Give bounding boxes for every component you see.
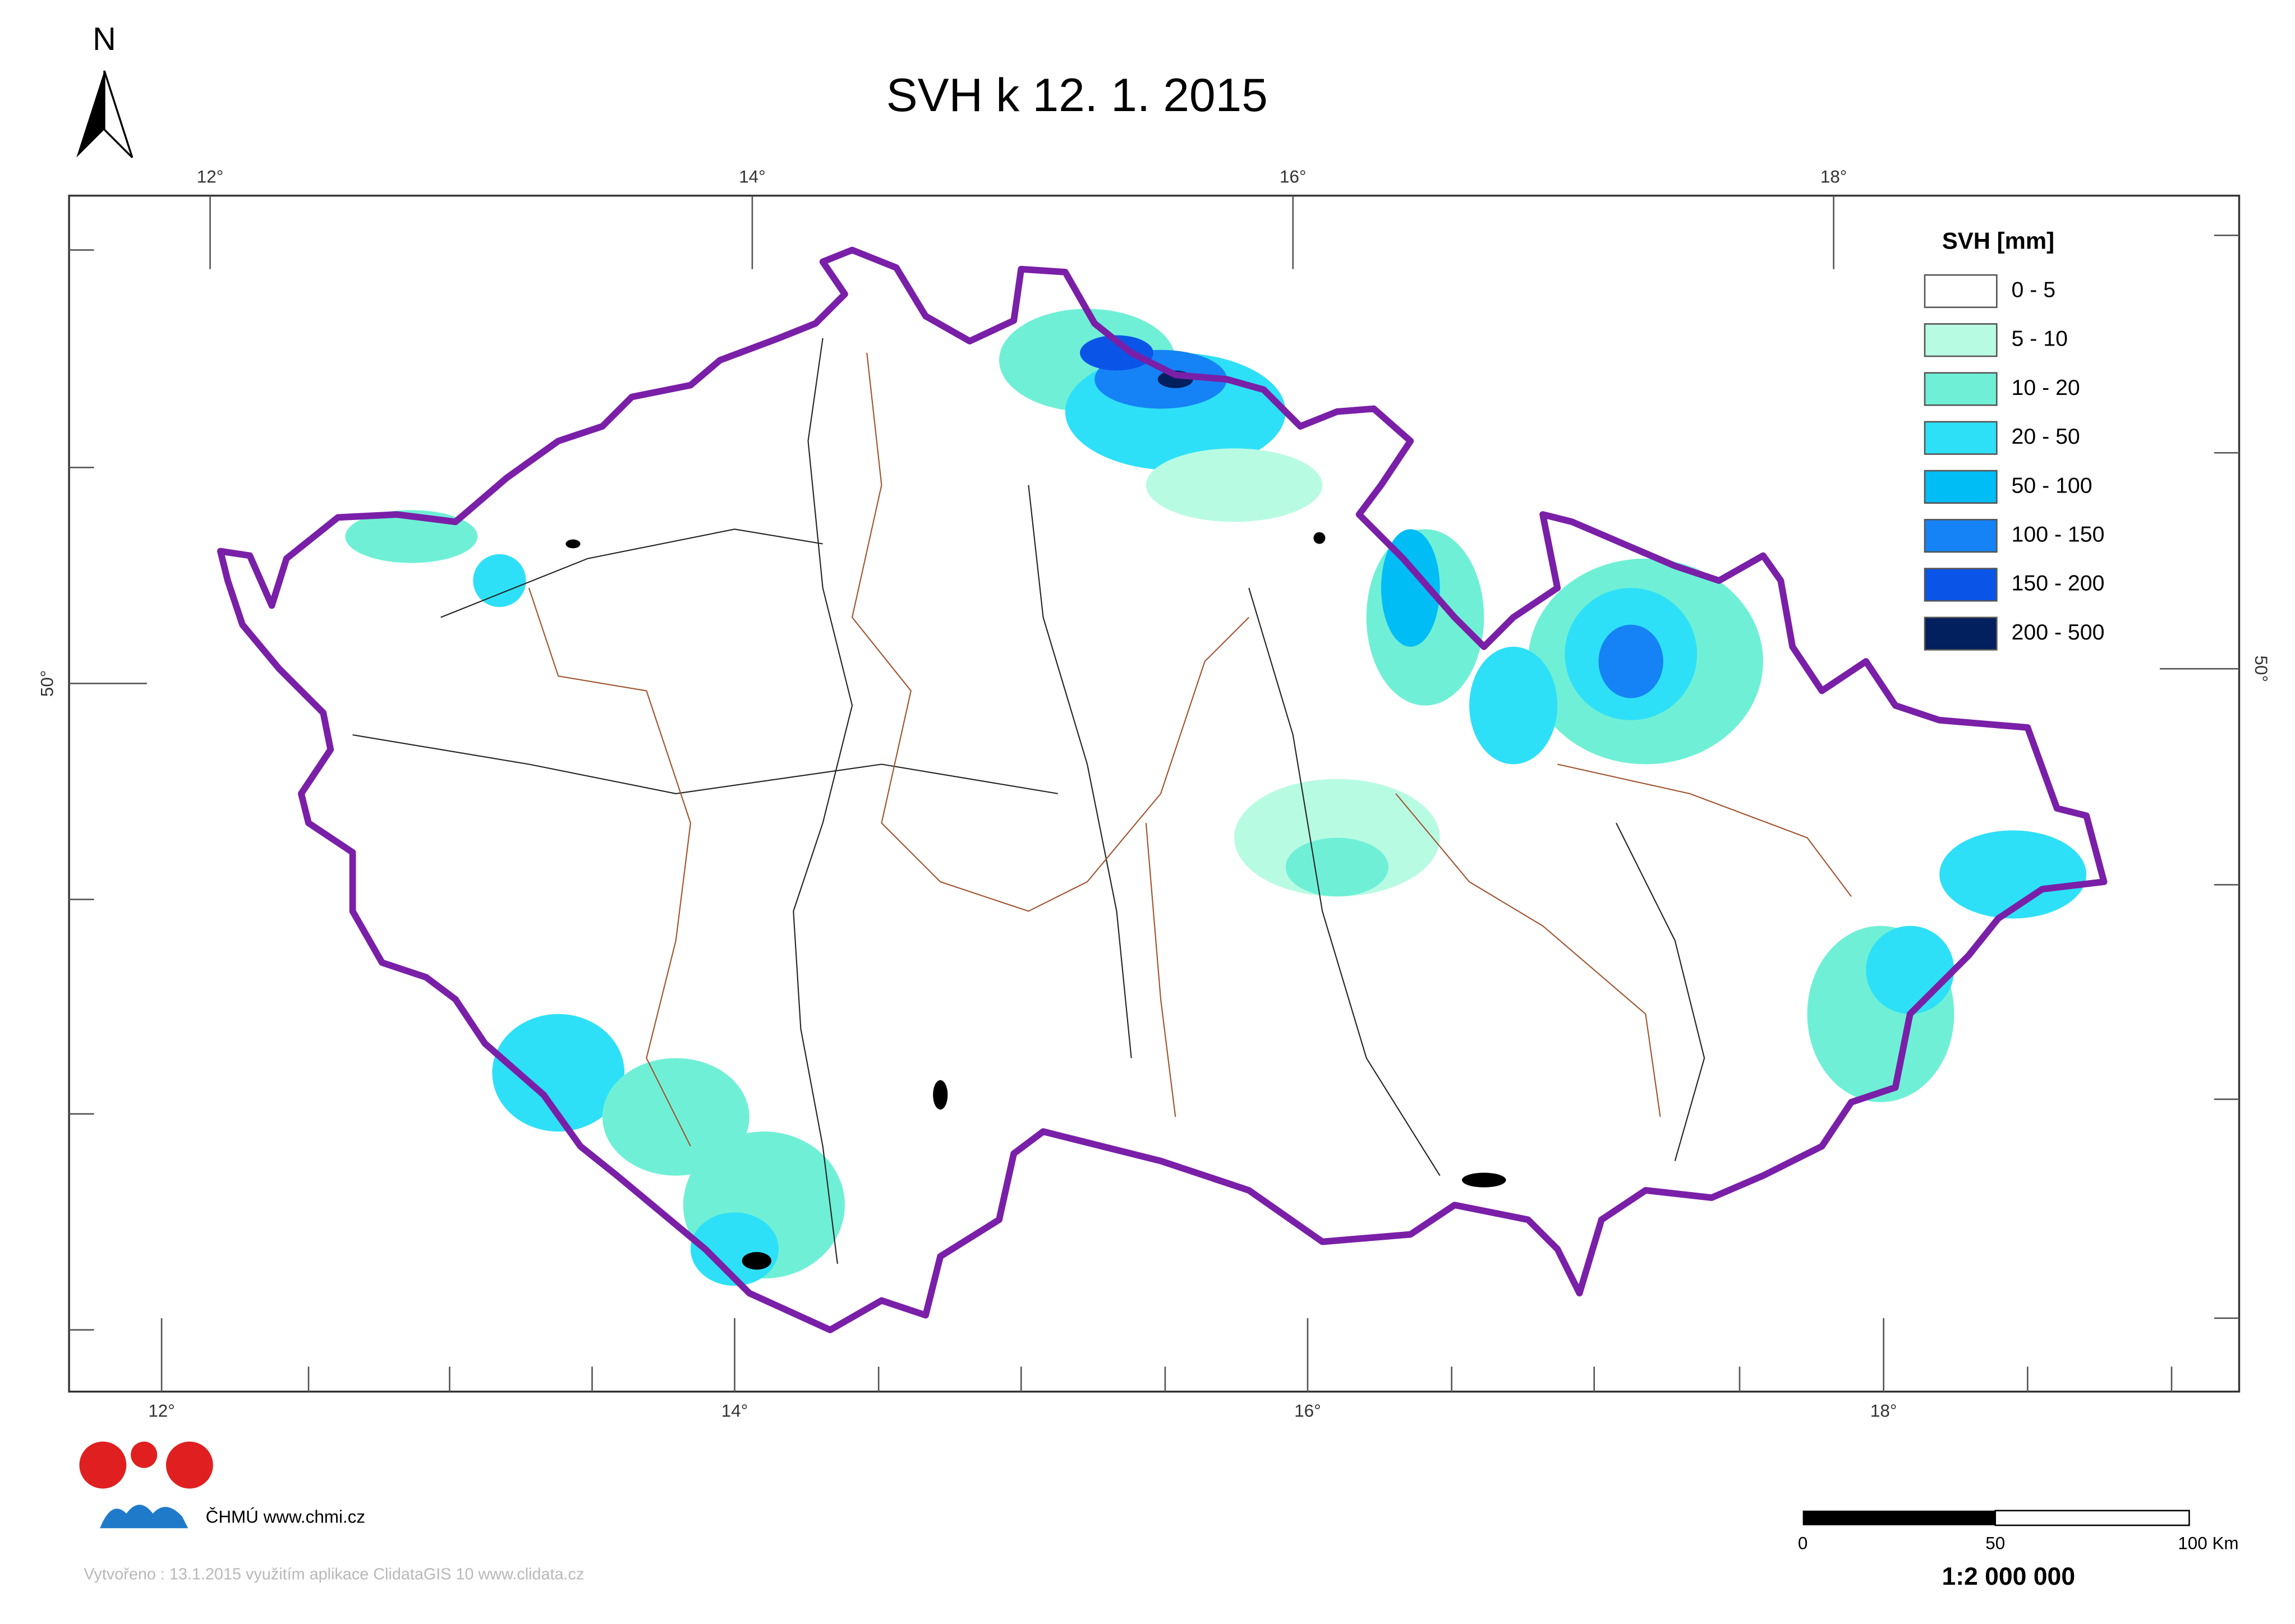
legend-label: 5 - 10 xyxy=(2012,326,2068,351)
scale-segment xyxy=(1994,1510,2190,1526)
legend-label: 50 - 100 xyxy=(2012,473,2092,498)
region-boundary xyxy=(1145,823,1176,1117)
legend-label: 20 - 50 xyxy=(2012,424,2080,449)
graticule-label: 14° xyxy=(739,167,766,187)
snow-patch xyxy=(1146,448,1323,522)
map-title: SVH k 12. 1. 2015 xyxy=(886,68,1268,121)
logo-circle xyxy=(165,1441,213,1489)
legend-swatch xyxy=(1924,274,1998,309)
legend-swatch xyxy=(1924,518,1998,553)
reservoirs xyxy=(565,532,1506,1270)
snow-patch xyxy=(1866,926,1954,1014)
snow-patch xyxy=(1939,830,2087,919)
scale-label: 100 Km xyxy=(2178,1533,2238,1553)
reservoir xyxy=(1461,1172,1506,1188)
legend-label: 0 - 5 xyxy=(2012,277,2056,302)
river xyxy=(440,528,823,618)
snow-patch xyxy=(1598,624,1663,698)
snow-patch xyxy=(492,1014,625,1132)
graticule-label: 12° xyxy=(148,1401,175,1421)
scale-bar: 0 50 100 Km 1:2 000 000 xyxy=(1798,1510,2239,1590)
graticule-label: 16° xyxy=(1280,167,1307,187)
scale-label: 50 xyxy=(1985,1533,2005,1553)
legend: SVH [mm] 0 - 5 5 - 10 10 - 20 20 - 50 50 - 1… xyxy=(1924,228,2105,651)
graticule-label: 16° xyxy=(1294,1401,1321,1421)
river xyxy=(352,734,1058,794)
reservoir xyxy=(565,539,581,549)
scale-label: 0 xyxy=(1798,1533,1808,1553)
region-boundary xyxy=(528,587,692,1147)
graticule-label: 50° xyxy=(38,670,57,697)
legend-label: 10 - 20 xyxy=(2012,375,2080,400)
river xyxy=(793,338,853,1264)
snow-patch xyxy=(1469,646,1558,765)
legend-swatch xyxy=(1924,323,1998,357)
north-label: N xyxy=(93,21,116,57)
legend-label: 150 - 200 xyxy=(2012,571,2105,596)
graticule-ticks xyxy=(69,195,2239,1392)
legend-title: SVH [mm] xyxy=(1942,228,2054,254)
reservoir xyxy=(742,1252,772,1270)
north-arrow: N xyxy=(76,21,134,158)
chmu-logo: ČHMÚ www.chmi.cz xyxy=(79,1441,365,1529)
legend-swatch xyxy=(1924,421,1998,455)
river xyxy=(1248,587,1441,1176)
graticule-label: 18° xyxy=(1820,167,1847,187)
legend-label: 100 - 150 xyxy=(2012,522,2105,546)
north-arrow-left xyxy=(76,71,104,158)
snow-patch xyxy=(1285,838,1389,897)
logo-circle xyxy=(79,1441,127,1489)
legend-swatch xyxy=(1924,470,1998,504)
legend-swatch xyxy=(1924,372,1998,406)
river xyxy=(1616,822,1705,1161)
snow-patch xyxy=(1080,335,1153,371)
reservoir xyxy=(933,1080,948,1110)
map-frame xyxy=(68,195,2241,1393)
region-boundary xyxy=(1557,763,1852,897)
snow-patch xyxy=(1381,529,1440,647)
logo-circle xyxy=(131,1441,158,1468)
scale-ratio: 1:2 000 000 xyxy=(1942,1563,2075,1590)
legend-swatch xyxy=(1924,568,1998,602)
hydrology xyxy=(352,338,1852,1264)
graticule-label: 12° xyxy=(197,167,224,187)
region-boundary xyxy=(1395,793,1661,1117)
legend-label: 200 - 500 xyxy=(2012,620,2105,645)
graticule-label: 14° xyxy=(721,1401,748,1421)
footer-note: Vytvořeno : 13.1.2015 využitím aplikace … xyxy=(84,1566,584,1584)
scale-segment xyxy=(1802,1510,1995,1526)
graticule-label: 18° xyxy=(1870,1401,1897,1421)
legend-swatch xyxy=(1924,617,1998,651)
reservoir xyxy=(1313,532,1326,544)
state-border xyxy=(217,246,2108,1333)
logo-wave xyxy=(100,1505,188,1529)
region-boundary xyxy=(851,352,1249,912)
logo-text: ČHMÚ www.chmi.cz xyxy=(206,1507,365,1526)
river xyxy=(1028,485,1132,1059)
snow-patch xyxy=(473,554,526,608)
graticule-label: 50° xyxy=(2251,655,2271,682)
north-arrow-right xyxy=(103,70,134,158)
